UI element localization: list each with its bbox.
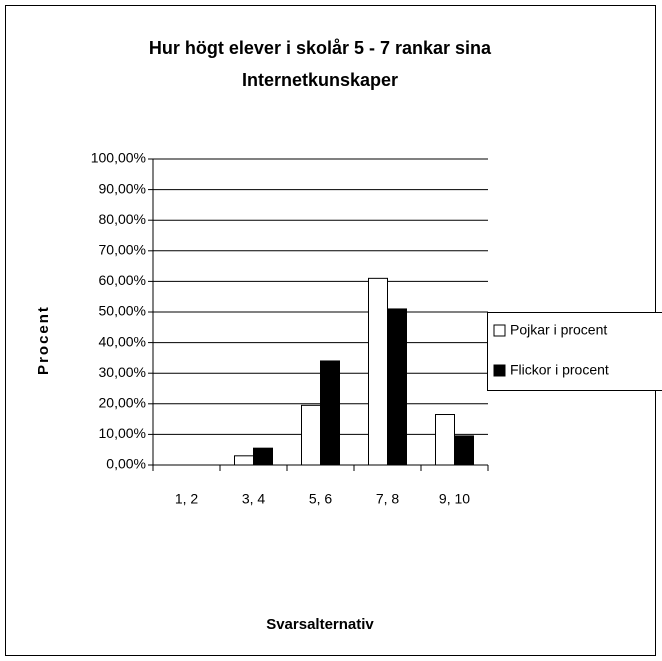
legend-label: Pojkar i procent: [510, 322, 607, 338]
y-tick-label: 90,00%: [99, 180, 146, 196]
y-tick-label: 20,00%: [99, 395, 146, 411]
x-tick-label: 5, 6: [309, 491, 333, 507]
bar: [301, 404, 321, 466]
y-tick-label: 100,00%: [91, 150, 146, 166]
bar: [435, 414, 455, 466]
y-tick-label: 60,00%: [99, 272, 146, 288]
y-tick-label: 70,00%: [99, 242, 146, 258]
legend: [487, 312, 662, 391]
bar: [234, 455, 254, 466]
y-tick-label: 50,00%: [99, 303, 146, 319]
y-tick-label: 0,00%: [106, 456, 146, 472]
y-tick-label: 10,00%: [99, 425, 146, 441]
x-tick-label: 7, 8: [376, 491, 400, 507]
bar: [320, 360, 340, 466]
legend-swatch: [493, 364, 506, 377]
x-tick-label: 3, 4: [242, 491, 266, 507]
chart-title: Hur högt elever i skolår 5 - 7 rankar si…: [149, 38, 492, 58]
bar: [253, 447, 273, 466]
x-tick-label: 9, 10: [439, 491, 470, 507]
x-tick-label: 1, 2: [175, 491, 199, 507]
y-tick-label: 40,00%: [99, 333, 146, 349]
legend-label: Flickor i procent: [510, 362, 609, 378]
bar: [387, 308, 407, 466]
x-axis-label: Svarsalternativ: [266, 616, 374, 633]
chart-title: Internetkunskaper: [242, 70, 398, 90]
bar: [368, 277, 388, 466]
y-axis-label: Procent: [35, 305, 52, 375]
y-tick-label: 80,00%: [99, 211, 146, 227]
legend-swatch: [493, 324, 506, 337]
y-tick-label: 30,00%: [99, 364, 146, 380]
bar: [454, 435, 474, 466]
